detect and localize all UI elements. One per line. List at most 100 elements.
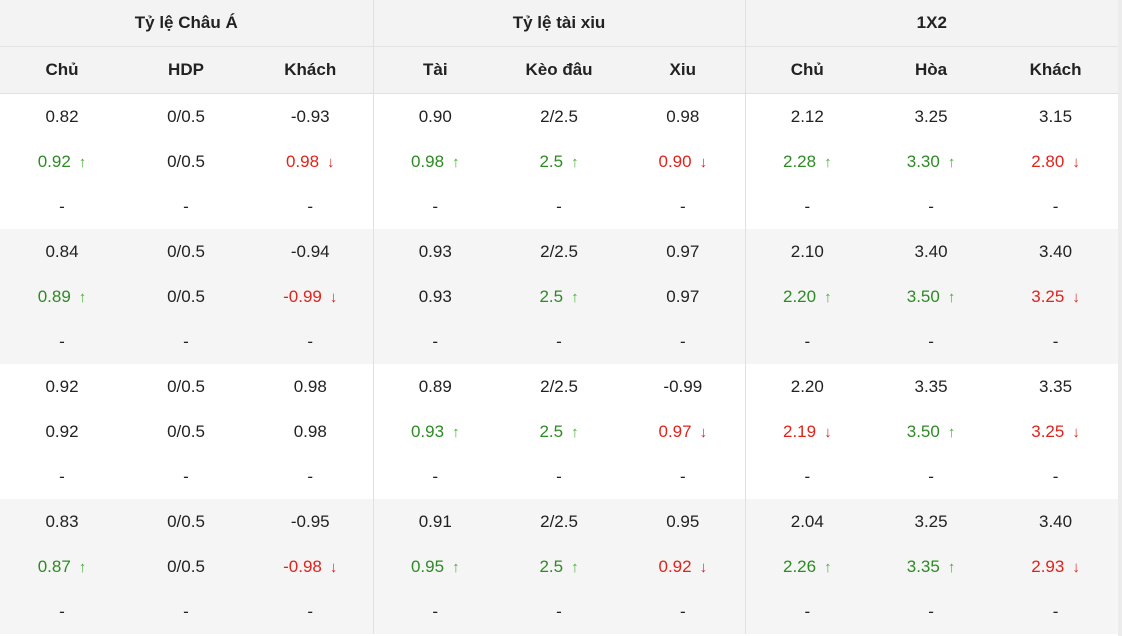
column-header-hdp: HDP — [124, 46, 248, 94]
odds-cell-draw: 3.30 ↑ — [869, 139, 993, 184]
odds-value: 3.35 — [1039, 376, 1073, 396]
odds-value: - — [1052, 601, 1059, 621]
odds-value: - — [804, 331, 811, 351]
odds-cell-hdp: 0/0.5 — [124, 94, 248, 140]
odds-cell-over: 0.93 ↑ — [372, 409, 498, 454]
odds-cell-hdp: - — [124, 589, 248, 634]
odds-value: 0.93 — [418, 241, 452, 261]
odds-value: 0.83 — [45, 511, 79, 531]
odds-value: - — [928, 196, 934, 216]
table-row: --------- — [0, 589, 1119, 634]
arrow-up-icon: ↑ — [824, 153, 832, 171]
odds-value: 3.25 — [914, 511, 948, 531]
odds-value: 0.97 — [666, 286, 700, 306]
odds-cell-away: - — [248, 454, 373, 499]
odds-cell-under: 0.97 — [621, 274, 746, 319]
odds-cell-home-win: 2.10 — [744, 229, 870, 274]
odds-cell-hdp: 0/0.5 — [124, 229, 248, 274]
odds-value: - — [804, 196, 811, 216]
odds-cell-away-win: 3.25 ↓ — [993, 409, 1118, 454]
odds-cell-away-win: 2.93 ↓ — [993, 544, 1119, 589]
odds-cell-draw: 3.50 ↑ — [869, 409, 993, 454]
odds-value: 3.40 — [1039, 241, 1073, 261]
odds-cell-hdp: - — [124, 454, 248, 499]
odds-value: -0.98 — [283, 556, 322, 576]
odds-cell-draw: - — [869, 184, 993, 229]
odds-value: 3.25 — [1031, 286, 1065, 306]
odds-value: - — [183, 196, 189, 216]
odds-cell-away: -0.94 — [248, 229, 374, 274]
odds-cell-away: -0.95 — [248, 499, 374, 544]
odds-value: -0.95 — [290, 511, 330, 531]
odds-value: - — [1052, 466, 1059, 486]
odds-cell-away: - — [248, 184, 373, 229]
odds-cell-away: -0.93 — [248, 94, 373, 140]
odds-value: 0.92 — [658, 556, 692, 576]
arrow-down-icon: ↓ — [1072, 558, 1080, 576]
odds-value: - — [679, 331, 686, 351]
odds-cell-away-win: - — [993, 454, 1118, 499]
odds-value: 0.93 — [418, 286, 452, 306]
odds-value: - — [556, 466, 562, 486]
odds-value: 3.40 — [914, 241, 948, 261]
odds-cell-line: 2.5 ↑ — [497, 274, 622, 319]
odds-cell-hdp: 0/0.5 — [124, 274, 248, 319]
odds-value: 0/0.5 — [167, 556, 205, 576]
odds-cell-under: 0.98 — [621, 94, 745, 140]
odds-cell-home: - — [0, 184, 124, 229]
odds-value: - — [804, 601, 811, 621]
odds-value: - — [432, 331, 439, 351]
odds-cell-home: 0.92 ↑ — [0, 139, 124, 184]
arrow-up-icon: ↑ — [947, 153, 956, 171]
odds-value: 2.93 — [1031, 556, 1065, 576]
odds-value: 0.91 — [418, 511, 452, 531]
odds-cell-over: 0.98 ↑ — [372, 139, 498, 184]
table-row: 0.92 ↑ 0/0.5 0.98 ↓ 0.98 ↑ 2.5 ↑ 0.90 ↓ 2.28 ↑ 3.30 ↑ 2… — [0, 139, 1118, 184]
odds-cell-draw: - — [869, 589, 994, 634]
odds-table-body: 0.82 0/0.5 -0.93 0.90 2/2.5 0.98 2.12 3.25 3.15 0… — [0, 93, 1119, 634]
odds-value: - — [679, 601, 686, 621]
odds-cell-draw: 3.40 — [869, 229, 994, 274]
odds-cell-away-win: 2.80 ↓ — [993, 139, 1118, 184]
odds-cell-under: - — [621, 454, 745, 499]
odds-value: - — [307, 331, 314, 351]
group-header-asian-handicap: Tỷ lệ Châu Á — [0, 0, 374, 47]
odds-cell-home-win: 2.20 — [744, 364, 870, 409]
odds-value: 3.35 — [914, 376, 948, 396]
odds-cell-over: 0.93 — [372, 274, 498, 319]
column-header-away: Khách — [248, 46, 374, 94]
odds-value: 2.28 — [783, 151, 817, 171]
odds-value: 2/2.5 — [540, 106, 578, 126]
odds-cell-home-win: - — [744, 589, 870, 634]
odds-value: -0.99 — [283, 286, 322, 306]
odds-cell-home: - — [0, 454, 124, 499]
odds-cell-line: 2/2.5 — [497, 364, 621, 409]
odds-cell-away: -0.99 ↓ — [248, 274, 374, 319]
odds-value: 3.35 — [906, 556, 940, 576]
odds-cell-hdp: - — [124, 184, 248, 229]
odds-cell-home: 0.89 ↑ — [0, 274, 124, 319]
odds-value: 0.98 — [285, 151, 320, 171]
arrow-down-icon: ↓ — [327, 153, 335, 171]
odds-cell-home-win: - — [744, 319, 870, 364]
arrow-down-icon: ↓ — [699, 423, 708, 441]
odds-cell-home-win: 2.28 ↑ — [744, 139, 870, 184]
odds-cell-over: - — [372, 589, 498, 634]
odds-value: 0/0.5 — [167, 106, 205, 126]
odds-cell-away-win: 3.25 ↓ — [993, 274, 1119, 319]
odds-value: 0.82 — [45, 106, 79, 126]
odds-value: 0.90 — [418, 106, 452, 126]
odds-cell-away-win: - — [993, 589, 1119, 634]
odds-value: 2.5 — [539, 421, 564, 441]
arrow-down-icon: ↓ — [1072, 288, 1080, 306]
scrollbar-track[interactable] — [1118, 0, 1122, 636]
odds-cell-under: 0.92 ↓ — [621, 544, 746, 589]
odds-cell-home: 0.92 — [0, 364, 124, 409]
odds-cell-draw: - — [869, 319, 994, 364]
odds-cell-over: 0.93 — [372, 229, 498, 274]
column-header-away-win: Khách — [993, 46, 1119, 94]
table-row: 0.92 0/0.5 0.98 0.93 ↑ 2.5 ↑ 0.97 ↓ 2.19 ↓ 3.50 ↑ 3.2… — [0, 409, 1118, 454]
group-header-over-under: Tỷ lệ tài xiu — [372, 0, 746, 47]
odds-value: 2.26 — [783, 556, 817, 576]
